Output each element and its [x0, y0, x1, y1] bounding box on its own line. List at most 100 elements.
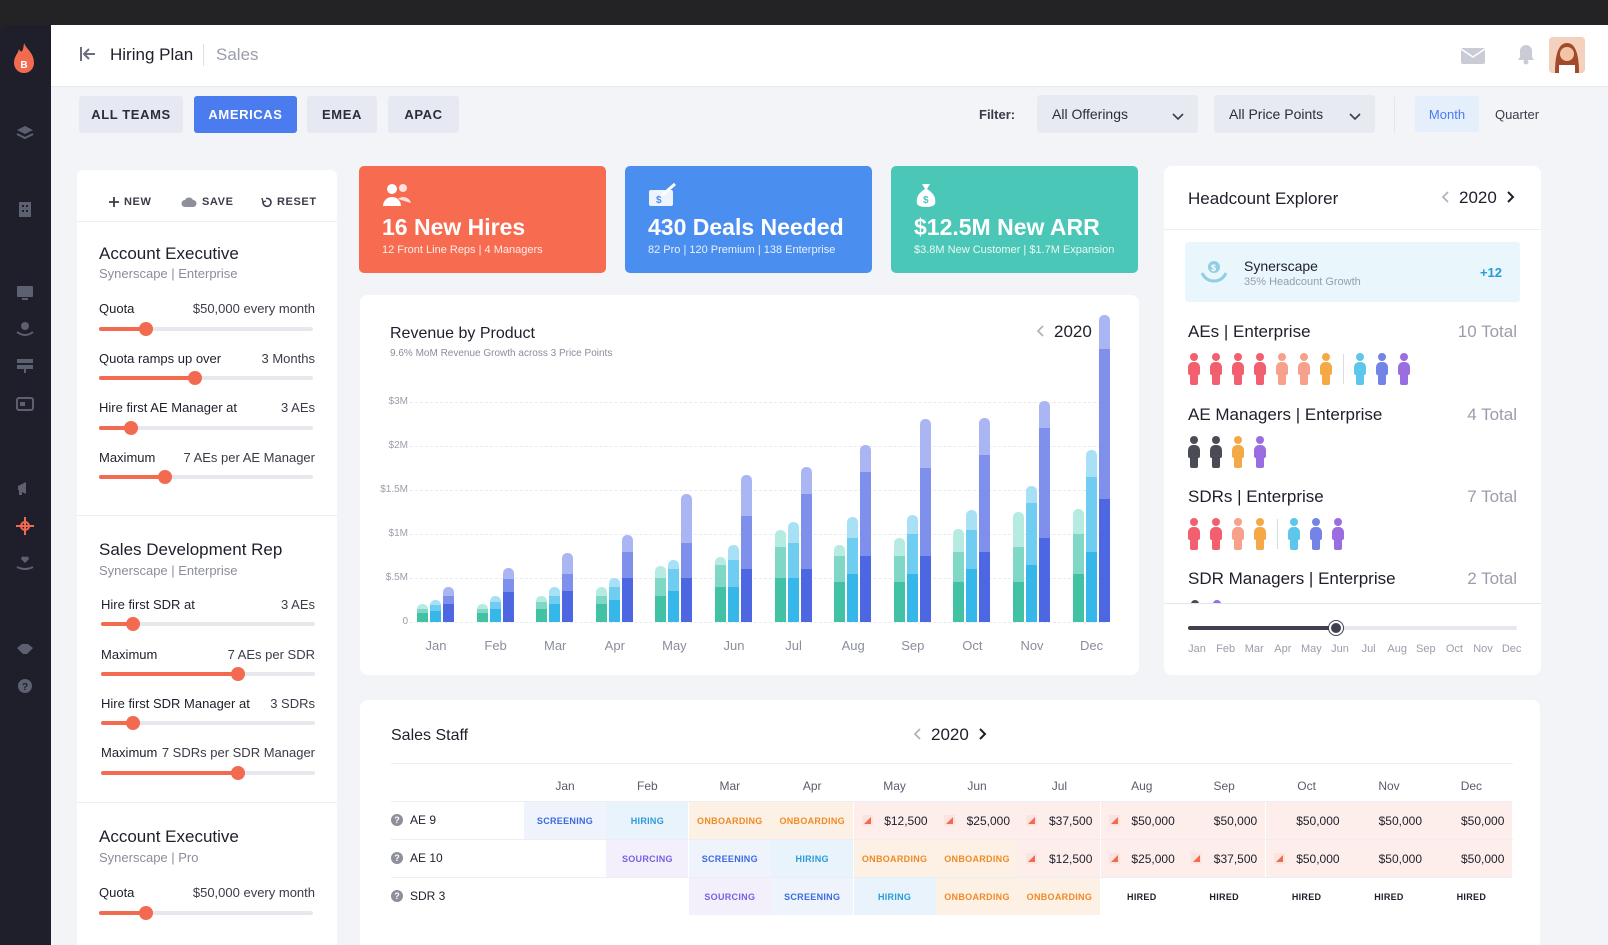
status-cell[interactable]: SCREENING [524, 802, 606, 839]
bar-nov-2[interactable] [1039, 401, 1050, 622]
collapse-sidebar-icon[interactable] [79, 46, 97, 67]
table-row[interactable]: ? AE 10 SOURCING SCREENING HIRING ONBOARDING O… [391, 839, 1513, 877]
bar-aug-2[interactable] [860, 445, 872, 622]
bar-nov-1[interactable] [1026, 486, 1037, 622]
chevron-left-icon[interactable] [1441, 188, 1449, 208]
bar-feb-1[interactable] [489, 595, 501, 622]
status-cell[interactable]: HIRED [1100, 878, 1183, 915]
sdr-manager-slider[interactable] [101, 716, 315, 730]
slider-handle[interactable] [139, 322, 153, 336]
layers-icon[interactable] [13, 121, 37, 145]
bell-icon[interactable] [1516, 43, 1536, 70]
status-cell[interactable]: ONBOARDING [936, 878, 1018, 915]
timeline-handle[interactable] [1329, 621, 1343, 635]
status-cell[interactable] [524, 878, 606, 915]
building-icon[interactable] [13, 197, 37, 221]
bar-may-0[interactable] [655, 565, 667, 622]
chevron-left-icon[interactable] [1036, 322, 1044, 342]
handshake-icon[interactable] [13, 637, 37, 661]
slider-handle[interactable] [231, 766, 245, 780]
max-ae-slider[interactable] [99, 470, 313, 484]
bar-dec-0[interactable] [1072, 509, 1084, 622]
bar-dec-1[interactable] [1085, 449, 1097, 622]
status-cell[interactable] [524, 840, 606, 877]
tab-all-teams[interactable]: ALL TEAMS [79, 96, 183, 133]
bar-jan-1[interactable] [430, 600, 441, 622]
month-toggle[interactable]: Month [1415, 96, 1479, 132]
bar-jun-1[interactable] [728, 544, 739, 622]
slider-handle[interactable] [126, 716, 140, 730]
bar-feb-2[interactable] [502, 568, 514, 622]
ae-manager-slider[interactable] [99, 421, 313, 435]
timeline-slider[interactable] [1188, 621, 1517, 635]
status-cell[interactable]: SOURCING [688, 878, 771, 915]
table-row[interactable]: ? AE 9 SCREENING HIRING ONBOARDING ONBOARDING… [391, 801, 1513, 839]
bar-apr-2[interactable] [621, 534, 633, 622]
money-hand-icon[interactable] [13, 317, 37, 341]
table-row[interactable]: ? SDR 3 SOURCING SCREENING HIRING ONBOARDING O… [391, 877, 1513, 915]
status-cell[interactable]: $50,000 [1265, 840, 1348, 877]
monitor-icon[interactable] [13, 281, 37, 305]
bar-feb-0[interactable] [476, 604, 488, 622]
status-cell[interactable]: ONBOARDING [1018, 878, 1101, 915]
bar-dec-2[interactable] [1098, 314, 1110, 622]
bar-aug-0[interactable] [834, 545, 846, 622]
help-icon[interactable]: ? [13, 674, 37, 698]
reset-button[interactable]: RESET [261, 196, 317, 208]
synerscape-highlight[interactable]: $ Synerscape 35% Headcount Growth +12 [1185, 242, 1520, 302]
bar-apr-1[interactable] [608, 578, 620, 622]
bar-may-1[interactable] [668, 560, 680, 622]
chevron-left-icon[interactable] [913, 725, 921, 745]
bar-jan-0[interactable] [417, 604, 428, 622]
status-cell[interactable]: HIRED [1183, 878, 1266, 915]
bar-jul-0[interactable] [774, 529, 786, 622]
id-card-icon[interactable] [13, 392, 37, 416]
new-button[interactable]: NEW [109, 196, 151, 208]
status-cell[interactable]: ONBOARDING [853, 840, 936, 877]
help-icon[interactable]: ? [391, 890, 403, 902]
status-cell[interactable]: $25,000 [1100, 840, 1183, 877]
slider-handle[interactable] [126, 617, 140, 631]
megaphone-icon[interactable] [13, 476, 37, 500]
max-sdr-manager-slider[interactable] [101, 766, 315, 780]
heart-hand-icon[interactable] [13, 551, 37, 575]
bar-oct-0[interactable] [953, 528, 965, 622]
status-cell[interactable]: $50,000 [1430, 840, 1513, 877]
tab-apac[interactable]: APAC [388, 96, 459, 133]
status-cell[interactable]: HIRING [771, 840, 854, 877]
bar-nov-0[interactable] [1013, 512, 1024, 622]
help-icon[interactable]: ? [391, 852, 403, 864]
offerings-select[interactable]: All Offerings [1037, 95, 1198, 133]
quota-slider[interactable] [99, 322, 313, 336]
status-cell[interactable]: HIRING [606, 802, 689, 839]
status-cell[interactable]: HIRED [1265, 878, 1348, 915]
crosshair-icon[interactable] [13, 514, 37, 538]
slider-handle[interactable] [158, 470, 172, 484]
quarter-toggle[interactable]: Quarter [1494, 106, 1540, 122]
bar-mar-1[interactable] [549, 586, 561, 622]
max-sdr-slider[interactable] [101, 667, 315, 681]
bar-may-2[interactable] [681, 493, 693, 622]
help-icon[interactable]: ? [391, 814, 403, 826]
status-cell[interactable]: $50,000 [1183, 802, 1266, 839]
slider-handle[interactable] [124, 421, 138, 435]
bar-sep-0[interactable] [893, 538, 905, 622]
status-cell[interactable]: $50,000 [1348, 840, 1430, 877]
status-cell[interactable]: HIRING [853, 878, 936, 915]
status-cell[interactable]: $12,500 [1018, 840, 1101, 877]
save-button[interactable]: SAVE [181, 196, 234, 208]
status-cell[interactable]: ONBOARDING [936, 840, 1018, 877]
chevron-right-icon[interactable] [1507, 188, 1515, 208]
bar-sep-2[interactable] [919, 418, 931, 622]
avatar[interactable] [1549, 37, 1585, 73]
tab-americas[interactable]: AMERICAS [194, 96, 297, 133]
price-points-select[interactable]: All Price Points [1214, 95, 1375, 133]
bar-mar-0[interactable] [536, 595, 548, 622]
slider-handle[interactable] [139, 906, 153, 920]
bar-sep-1[interactable] [906, 514, 918, 622]
signpost-icon[interactable] [13, 353, 37, 377]
pro-quota-slider[interactable] [99, 906, 313, 920]
bar-oct-2[interactable] [979, 417, 991, 622]
bar-apr-0[interactable] [595, 586, 607, 622]
sdr-hire-slider[interactable] [101, 617, 315, 631]
